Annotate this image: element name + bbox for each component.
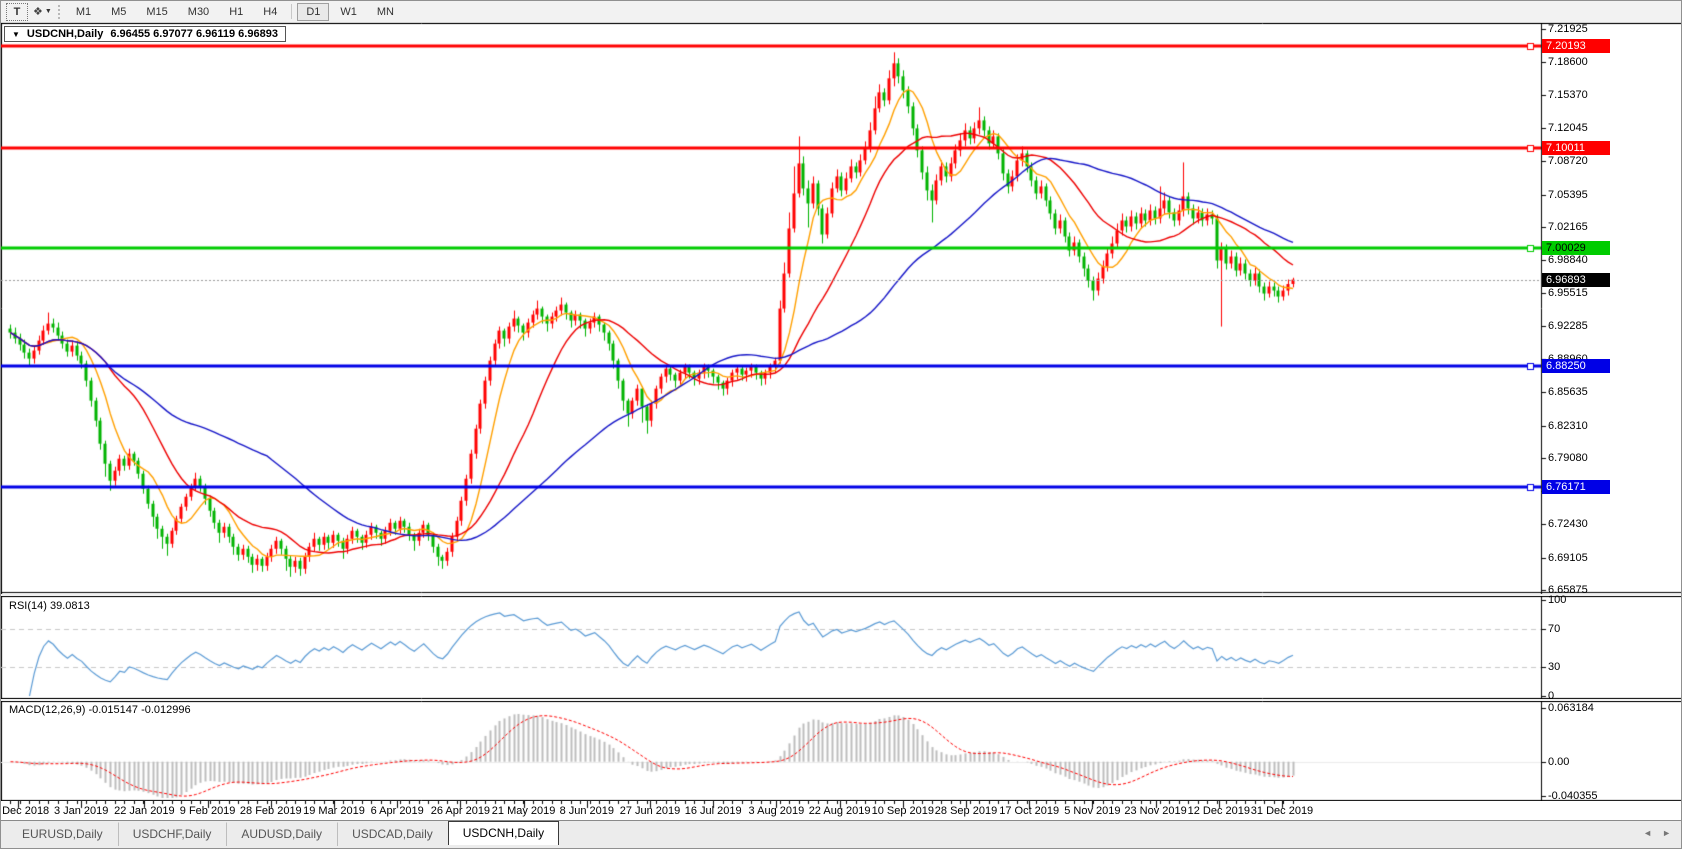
date-label: 15 Dec 2018 — [1, 805, 50, 817]
rsi-panel-canvas[interactable] — [1, 596, 1681, 699]
date-label: 8 Jun 2019 — [559, 805, 615, 817]
text-tool-button[interactable]: T — [6, 2, 28, 21]
date-label: 17 Oct 2019 — [999, 805, 1060, 817]
date-label: 28 Feb 2019 — [239, 805, 302, 817]
date-label: 31 Dec 2019 — [1250, 805, 1314, 817]
price-axis-tick: 6.85635 — [1548, 386, 1588, 399]
date-label: 27 Jun 2019 — [619, 805, 681, 817]
timeframe-button-d1[interactable]: D1 — [297, 2, 330, 21]
date-label: 3 Jan 2019 — [53, 805, 109, 817]
chart-title-symbol: USDCNH,Daily — [26, 28, 104, 40]
macd-axis-tick: -0.040355 — [1548, 790, 1598, 802]
chart-title: ▼ USDCNH,Daily 6.96455 6.97077 6.96119 6… — [4, 26, 286, 42]
timeframe-button-m1[interactable]: M1 — [75, 5, 92, 18]
price-axis-tick: 6.82310 — [1548, 419, 1588, 432]
date-label: 26 Apr 2019 — [430, 805, 491, 817]
tab-eurusd-daily[interactable]: EURUSD,Daily — [22, 827, 103, 841]
rsi-indicator-label: RSI(14) 39.0813 — [9, 600, 90, 612]
tab-usdcad-daily[interactable]: USDCAD,Daily — [337, 822, 448, 846]
price-axis-tick: 6.92285 — [1548, 319, 1588, 332]
date-label: 23 Nov 2019 — [1124, 805, 1187, 817]
date-label: 10 Sep 2019 — [871, 805, 934, 817]
tab-bar: EURUSD,Daily USDCHF,Daily AUDUSD,Daily USDC… — [1, 820, 1681, 848]
chevron-down-icon: ▼ — [44, 8, 52, 15]
date-label: 16 Jul 2019 — [684, 805, 742, 817]
tab-audusd-daily[interactable]: AUDUSD,Daily — [226, 822, 337, 846]
rsi-axis-tick: 0 — [1548, 690, 1555, 702]
tab-usdcnh-daily[interactable]: USDCNH,Daily — [447, 821, 560, 845]
hline-price-badge: 7.10011 — [1542, 141, 1610, 156]
date-label: 22 Aug 2019 — [808, 805, 871, 817]
tab-scroll-arrows: ◄ ► — [1643, 828, 1671, 838]
price-axis-tick: 6.72430 — [1548, 518, 1588, 531]
timeframe-button-h1[interactable]: H1 — [229, 5, 244, 18]
timeframe-button-mn[interactable]: MN — [376, 5, 394, 18]
rsi-axis-tick: 30 — [1548, 661, 1561, 674]
price-axis-tick: 6.95515 — [1548, 287, 1588, 300]
price-axis-tick: 7.08720 — [1548, 155, 1588, 168]
hline-price-badge: 7.00029 — [1542, 241, 1610, 256]
price-axis-tick: 7.18600 — [1548, 56, 1588, 69]
date-label: 21 May 2019 — [491, 805, 556, 817]
rsi-axis-tick: 100 — [1548, 594, 1567, 606]
date-label: 3 Aug 2019 — [748, 805, 805, 817]
toolbar-separator — [291, 4, 293, 19]
date-label: 22 Jan 2019 — [114, 805, 175, 817]
date-label: 28 Sep 2019 — [934, 805, 998, 817]
macd-indicator-label: MACD(12,26,9) -0.015147 -0.012996 — [9, 704, 191, 716]
text-tool-icon: T — [13, 5, 21, 18]
price-axis-tick: 7.21925 — [1548, 23, 1588, 36]
toolbar-grip — [57, 4, 60, 19]
macd-axis-tick: 0.00 — [1548, 755, 1570, 768]
hline-price-badge: 6.88250 — [1542, 359, 1610, 374]
price-axis-tick: 7.05395 — [1548, 188, 1588, 201]
date-label: 19 Mar 2019 — [303, 805, 365, 817]
price-axis-tick: 6.65875 — [1548, 584, 1588, 597]
timeframe-button-m30[interactable]: M30 — [187, 5, 210, 18]
current-price-badge: 6.96893 — [1542, 272, 1610, 287]
tab-scroll-right-icon[interactable]: ► — [1662, 828, 1671, 838]
date-label: 9 Feb 2019 — [179, 805, 236, 817]
date-label: 12 Dec 2019 — [1187, 805, 1250, 817]
rsi-axis-tick: 70 — [1548, 622, 1561, 635]
toolbar: T ❖ ▼ M1 M5 M15 M30 H1 H4 D1 W1 MN — [1, 1, 1681, 23]
timeframe-button-w1[interactable]: W1 — [340, 5, 357, 18]
hline-price-badge: 7.20193 — [1542, 39, 1610, 54]
time-axis-canvas — [1, 801, 1681, 820]
date-label: 5 Nov 2019 — [1064, 805, 1121, 817]
chart-title-ohlc: 6.96455 6.97077 6.96119 6.96893 — [110, 28, 278, 40]
price-axis-tick: 7.15370 — [1548, 88, 1588, 101]
macd-axis-tick: 0.063184 — [1548, 702, 1594, 714]
price-axis-tick: 6.79080 — [1548, 451, 1588, 464]
hline-price-badge: 6.76171 — [1542, 480, 1610, 494]
tab-usdchf-daily[interactable]: USDCHF,Daily — [117, 822, 227, 846]
price-axis-tick: 7.12045 — [1548, 121, 1588, 134]
objects-icon: ❖ — [33, 6, 43, 18]
timeframe-button-h4[interactable]: H4 — [263, 5, 278, 18]
main-chart-canvas[interactable] — [1, 23, 1681, 594]
objects-dropdown-button[interactable]: ❖ ▼ — [33, 4, 52, 20]
tab-scroll-left-icon[interactable]: ◄ — [1643, 828, 1653, 838]
timeframe-buttons: M1 M5 M15 M30 H1 H4 D1 W1 MN — [66, 2, 404, 21]
price-axis-tick: 6.69105 — [1548, 551, 1588, 564]
symbol-dropdown-icon[interactable]: ▼ — [12, 29, 20, 39]
timeframe-button-m5[interactable]: M5 — [111, 5, 127, 18]
price-axis-tick: 7.02165 — [1548, 220, 1588, 233]
price-axis-tick: 6.98840 — [1548, 254, 1588, 267]
date-label: 6 Apr 2019 — [370, 805, 424, 817]
timeframe-button-m15[interactable]: M15 — [146, 5, 168, 18]
macd-panel-canvas[interactable] — [1, 701, 1681, 801]
